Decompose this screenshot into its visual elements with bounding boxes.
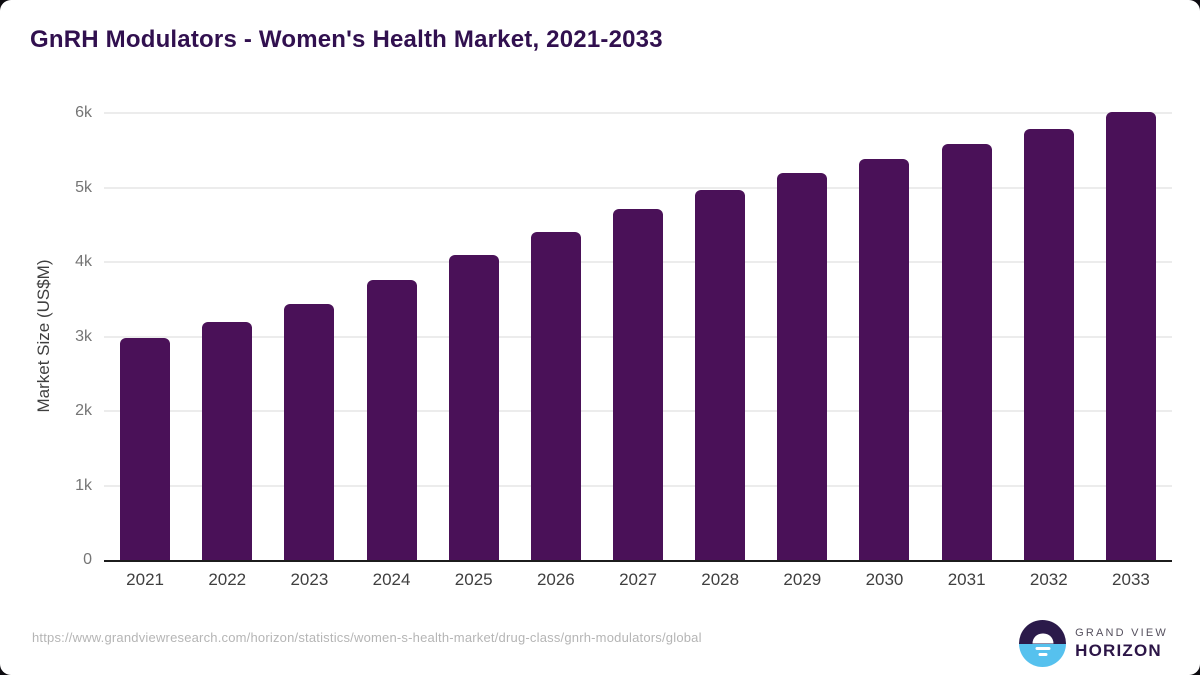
bar-slot-2026	[515, 113, 597, 560]
bar-slot-2031	[926, 113, 1008, 560]
x-tick-label-2032: 2032	[1029, 570, 1068, 589]
bar-slot-2032	[1008, 113, 1090, 560]
bar-slot-2025	[433, 113, 515, 560]
x-tick-label-2027: 2027	[619, 570, 657, 589]
logo-brand-top: GRAND VIEW	[1075, 627, 1168, 639]
x-tick-label-2021: 2021	[126, 570, 164, 589]
x-tick-label-2033: 2033	[1112, 570, 1150, 589]
y-tick-label-4k: 4k	[75, 253, 92, 270]
y-tick-label-6k: 6k	[75, 104, 92, 121]
bar-2029	[777, 173, 828, 560]
gridline-5k	[104, 186, 1172, 189]
bar-2030	[859, 159, 910, 560]
y-tick-label-1k: 1k	[75, 476, 92, 494]
bar-2023	[284, 304, 335, 560]
chart-title: GnRH Modulators - Women's Health Market,…	[30, 26, 663, 53]
gridline-6k	[104, 112, 1172, 114]
bar-slot-2021	[104, 113, 186, 560]
y-tick-label-5k: 5k	[75, 178, 92, 196]
bar-2031	[941, 143, 992, 560]
grandview-horizon-logo: GRAND VIEW HORIZON	[1019, 620, 1168, 667]
sunrise-horizon-icon	[1019, 620, 1067, 667]
logo-sun-shape	[1032, 633, 1054, 644]
bar-slot-2023	[268, 113, 350, 560]
y-tick-label-0: 0	[83, 551, 92, 568]
bar-2027	[613, 209, 664, 560]
x-tick-label-2026: 2026	[536, 570, 575, 589]
y-tick-label-2k: 2k	[75, 402, 92, 419]
bar-slot-2030	[843, 113, 925, 560]
x-tick-label-2022: 2022	[208, 570, 247, 589]
bar-2032	[1023, 129, 1074, 560]
x-axis-tick-labels: 2021 2022 2023 2024 2025 2026 2027 2028 2029 2030…	[104, 568, 1172, 592]
bar-slot-2033	[1090, 111, 1172, 560]
logo-sky-half	[1019, 620, 1067, 644]
x-tick-label-2031: 2031	[947, 570, 986, 589]
bar-2024	[366, 279, 417, 560]
bar-slot-2028	[679, 113, 761, 560]
bar-slot-2029	[761, 113, 843, 560]
logo-reflection-line-2	[1038, 653, 1048, 656]
bar-slot-2027	[597, 113, 679, 560]
bar-2033	[1105, 111, 1156, 560]
bar-2025	[448, 255, 499, 560]
x-tick-label-2030: 2030	[865, 570, 904, 589]
bar-2021	[120, 338, 171, 560]
x-tick-label-2028: 2028	[701, 570, 740, 589]
bar-2022	[202, 322, 253, 560]
logo-brand-bottom: HORIZON	[1075, 641, 1162, 660]
bar-2026	[530, 232, 581, 560]
bar-2028	[695, 190, 746, 560]
y-tick-label-3k: 3k	[75, 327, 92, 345]
x-tick-label-2029: 2029	[783, 570, 822, 589]
logo-text: GRAND VIEW HORIZON	[1075, 627, 1168, 660]
logo-reflection-line-1	[1035, 647, 1051, 650]
bar-slot-2022	[186, 113, 268, 560]
x-tick-label-2023: 2023	[290, 570, 329, 589]
bar-series	[104, 111, 1172, 560]
bar-slot-2024	[350, 113, 432, 560]
x-tick-label-2025: 2025	[454, 570, 493, 589]
source-url: https://www.grandviewresearch.com/horizo…	[32, 630, 702, 645]
plot-area	[104, 111, 1172, 562]
x-tick-label-2024: 2024	[372, 570, 411, 589]
